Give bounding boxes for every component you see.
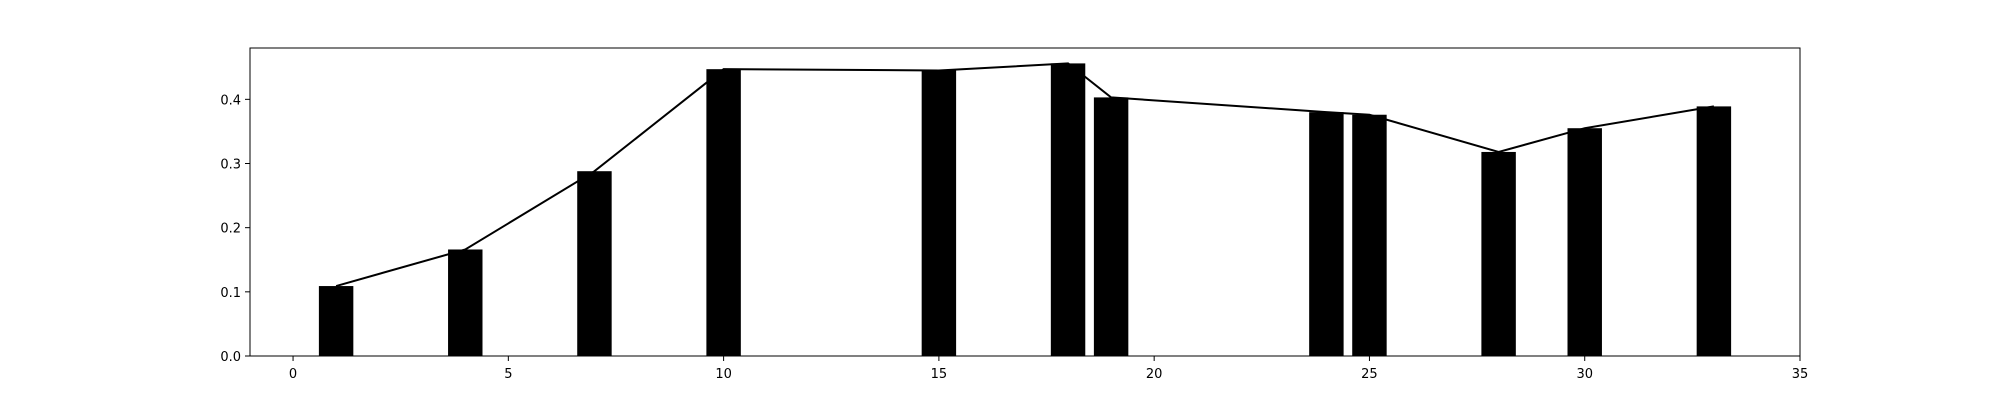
line-layer (335, 62, 1715, 288)
plot-frame (249, 47, 1801, 357)
bar (706, 69, 741, 357)
bar (1696, 106, 1732, 357)
y-tick-label: 0.2 (220, 222, 241, 237)
bar (448, 249, 483, 356)
bar (1050, 63, 1086, 357)
bar (318, 286, 354, 356)
x-tick-label: 20 (1146, 367, 1163, 382)
x-tick-label: 0 (289, 367, 297, 382)
y-tick-label: 0.3 (220, 158, 241, 173)
bar (1309, 112, 1344, 357)
bar (1093, 97, 1129, 357)
y-tick-label: 0.0 (220, 350, 241, 365)
x-tick-label: 30 (1576, 367, 1593, 382)
x-tick-label: 25 (1361, 367, 1378, 382)
bars-layer (318, 63, 1732, 357)
y-tick-label: 0.4 (220, 93, 241, 108)
y-tick-label: 0.1 (220, 286, 241, 301)
axes-layer (249, 47, 1801, 357)
bar (1481, 151, 1516, 356)
x-tick-label: 5 (504, 367, 512, 382)
bar (1567, 128, 1602, 356)
ticks-layer: 0 5 10 15 20 25 30 35 0.0 0.1 0.2 0.3 0.4 (220, 93, 1808, 382)
bar (577, 171, 612, 356)
bar (921, 70, 957, 356)
x-tick-label: 10 (715, 367, 732, 382)
bar (1352, 114, 1387, 356)
x-tick-label: 15 (931, 367, 948, 382)
x-tick-label: 35 (1792, 367, 1809, 382)
series-line (335, 62, 1715, 288)
